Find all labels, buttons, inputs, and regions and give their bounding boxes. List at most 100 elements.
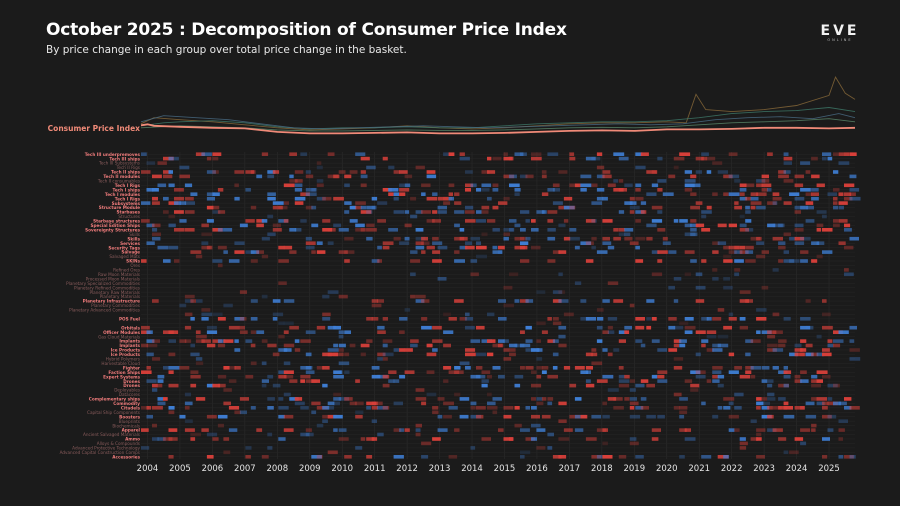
heat-cell [514,423,522,428]
heat-cell [152,232,161,237]
heat-cell [316,196,326,201]
heat-cell [618,232,626,237]
heat-cell [635,259,644,263]
heat-cell [531,414,540,419]
heat-cell [206,219,214,223]
heat-cell [157,245,169,250]
heat-cell [481,370,491,374]
heat-cell [618,379,630,383]
heat-cell [833,152,839,156]
heat-cell [717,170,728,174]
heat-cell [184,183,193,188]
heat-cell [783,406,793,410]
heat-cell [360,170,366,174]
group-label: Tech I Rigs [115,196,141,201]
heat-cell [415,388,425,392]
heat-cell [745,205,750,210]
heat-cell [366,228,377,232]
heat-cell [739,437,746,441]
heat-cell [503,357,512,361]
heat-cell [250,317,258,321]
heat-cell [844,268,849,272]
heat-cell [503,152,508,156]
heat-cell [750,419,757,423]
heat-cell [322,406,330,410]
group-label: Biochemicals [112,423,140,428]
heat-cell [487,406,498,410]
heat-cell [261,254,269,259]
heat-cell [844,397,852,401]
heat-cell [245,219,255,223]
heat-cell [261,219,268,223]
heat-cell [322,419,328,423]
heat-cell [794,223,804,228]
heat-cell [602,330,609,334]
heat-cell [267,196,276,201]
group-label: Salvaged Mats [109,254,140,259]
heat-cell [305,352,312,357]
heat-cell [459,245,468,250]
heat-cell [487,312,495,317]
heat-cell [547,401,553,406]
heat-cell [421,441,432,446]
heat-cell [734,392,744,397]
heat-cell [541,366,549,370]
group-label: Structures [118,214,140,219]
heat-cell [531,383,542,388]
heat-cell [327,325,336,330]
heat-cell [261,294,268,299]
heat-cell [371,406,378,410]
heat-cell [717,455,729,459]
heat-cell [558,223,566,228]
heat-cell [800,250,809,254]
heat-cell [613,179,619,183]
heat-cell [580,317,590,321]
heat-cell [426,174,437,179]
heat-cell [388,228,398,232]
heat-cell [201,339,211,343]
heat-cell [278,406,289,410]
heat-cell [338,348,344,352]
heat-cell [536,339,541,343]
heat-cell [525,366,534,370]
heat-cell [366,437,375,441]
heat-cell [476,188,482,192]
heat-cell [481,437,491,441]
heat-cell [662,241,671,245]
heat-cell [267,343,277,348]
heat-cell [272,299,281,303]
heat-cell [163,437,173,441]
heat-cell [569,183,579,188]
heat-cell [366,317,373,321]
heat-cell [706,156,716,161]
heat-cell [481,210,489,214]
heat-cell [805,192,812,196]
heat-cell [750,236,760,241]
heat-cell [805,325,814,330]
heat-cell [635,196,644,201]
heat-cell [536,446,546,450]
heat-cell [470,272,479,277]
heat-cell [844,196,853,201]
heat-cell [514,383,521,388]
heat-cell [294,339,300,343]
heat-cell [767,201,777,205]
heat-cell [739,299,749,303]
x-tick-label: 2016 [526,464,548,474]
heat-cell [421,401,427,406]
heat-cell [443,196,452,201]
heat-cell [190,383,197,388]
heat-cell [772,201,778,205]
heat-cell [794,352,805,357]
heat-cell [338,428,347,432]
heat-cell [399,192,406,196]
heat-cell [712,374,719,379]
heat-cell [382,188,392,192]
heat-cell [437,205,447,210]
group-label: Tech II Rigs [116,165,140,170]
heat-cell [421,210,432,214]
heat-cell [272,201,284,205]
heat-cell [432,437,441,441]
heat-cell [487,401,496,406]
heat-cell [399,188,410,192]
